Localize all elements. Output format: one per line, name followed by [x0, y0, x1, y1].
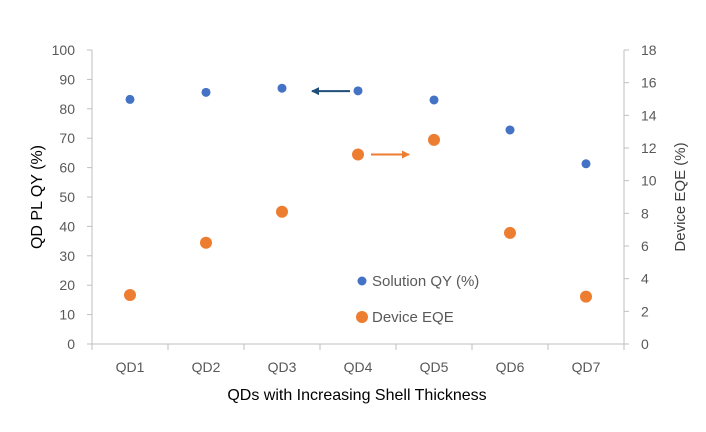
device-eqe-point: [276, 205, 288, 218]
y-tick-label-left: 90: [59, 71, 75, 87]
solution-qy-point: [429, 95, 439, 105]
solution-qy-point: [353, 86, 363, 96]
y-tick-label-left: 10: [59, 307, 75, 323]
device-eqe-point: [504, 226, 516, 239]
x-tick-label: QD7: [572, 359, 601, 375]
device-eqe-point: [124, 289, 136, 301]
legend-label-device-eqe: Device EQE: [372, 309, 454, 326]
y-tick-label-right: 2: [641, 303, 649, 319]
y-tick-label-right: 0: [641, 336, 649, 352]
annotation-arrows: [311, 87, 410, 159]
device-eqe-point: [428, 133, 440, 146]
device-eqe-point: [580, 290, 592, 303]
y-tick-label-right: 8: [641, 205, 649, 221]
x-tick-label: QD3: [268, 359, 297, 375]
device-eqe-point: [200, 236, 212, 249]
y-tick-label-left: 30: [59, 248, 75, 264]
solution-qy-point: [277, 83, 287, 93]
y-axis-title-right: Device EQE (%): [672, 142, 689, 251]
solution-qy-point: [505, 125, 515, 135]
y-tick-label-right: 10: [641, 173, 657, 189]
y-tick-label-right: 4: [641, 271, 649, 287]
x-tick-label: QD4: [344, 359, 373, 375]
legend-label-solution-qy: Solution QY (%): [372, 273, 479, 290]
y-axis-title-left: QD PL QY (%): [29, 145, 46, 249]
legend: Solution QY (%) Device EQE: [356, 273, 479, 326]
legend-marker-solution-qy: [357, 276, 367, 286]
y-tick-label-left: 100: [52, 42, 76, 58]
y-tick-label-right: 12: [641, 140, 657, 156]
x-tick-label: QD5: [420, 359, 449, 375]
y-tick-label-left: 80: [59, 101, 75, 117]
y-tick-label-right: 14: [641, 107, 657, 123]
y-tick-label-left: 40: [59, 218, 75, 234]
y-tick-label-right: 6: [641, 238, 649, 254]
x-axis-title: QDs with Increasing Shell Thickness: [227, 387, 486, 404]
device-eqe-point: [352, 148, 364, 161]
x-tick-label: QD1: [116, 359, 145, 375]
right-y-axis: 0 2 4 6 8 10 12 14 16 18: [624, 42, 657, 352]
y-tick-label-left: 50: [59, 189, 75, 205]
data-points: [124, 83, 592, 303]
left-y-axis: 0 10 20 30 40 50 60 70 80 90 100: [52, 42, 92, 352]
y-tick-label-right: 16: [641, 75, 657, 91]
x-tick-label: QD6: [496, 359, 525, 375]
solution-qy-point: [125, 94, 135, 104]
y-tick-label-left: 60: [59, 160, 75, 176]
solution-qy-point: [581, 159, 591, 169]
y-tick-label-left: 0: [67, 336, 75, 352]
y-tick-label-left: 70: [59, 130, 75, 146]
legend-marker-device-eqe: [356, 311, 368, 323]
solution-qy-point: [201, 87, 211, 97]
y-tick-label-right: 18: [641, 42, 657, 58]
y-tick-label-left: 20: [59, 277, 75, 293]
x-axis: QD1 QD2 QD3 QD4 QD5 QD6 QD7: [91, 344, 625, 375]
x-tick-label: QD2: [192, 359, 221, 375]
